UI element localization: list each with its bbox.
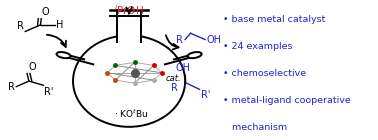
Text: R: R <box>171 83 178 93</box>
Text: O: O <box>28 62 36 72</box>
Ellipse shape <box>57 52 71 58</box>
Ellipse shape <box>187 52 201 58</box>
Text: H: H <box>56 20 64 30</box>
Text: R': R' <box>201 90 210 100</box>
Text: OH: OH <box>206 34 221 45</box>
Text: O: O <box>42 7 50 17</box>
Text: OH: OH <box>176 63 191 74</box>
Ellipse shape <box>73 35 185 127</box>
Text: $\cdot$ KO$^t$Bu: $\cdot$ KO$^t$Bu <box>114 108 148 120</box>
Text: R: R <box>17 21 24 31</box>
Text: R': R' <box>45 87 54 97</box>
Text: • chemoselective: • chemoselective <box>223 69 306 78</box>
Text: • metal-ligand cooperative: • metal-ligand cooperative <box>223 96 351 105</box>
Text: $^i$PrOH: $^i$PrOH <box>114 3 144 17</box>
Text: R: R <box>177 34 183 45</box>
Text: cat.: cat. <box>165 74 181 83</box>
Text: mechanism: mechanism <box>223 123 287 132</box>
Text: R: R <box>8 82 15 92</box>
Bar <box>117 10 141 42</box>
Text: • base metal catalyst: • base metal catalyst <box>223 15 325 24</box>
Text: • 24 examples: • 24 examples <box>223 42 293 51</box>
